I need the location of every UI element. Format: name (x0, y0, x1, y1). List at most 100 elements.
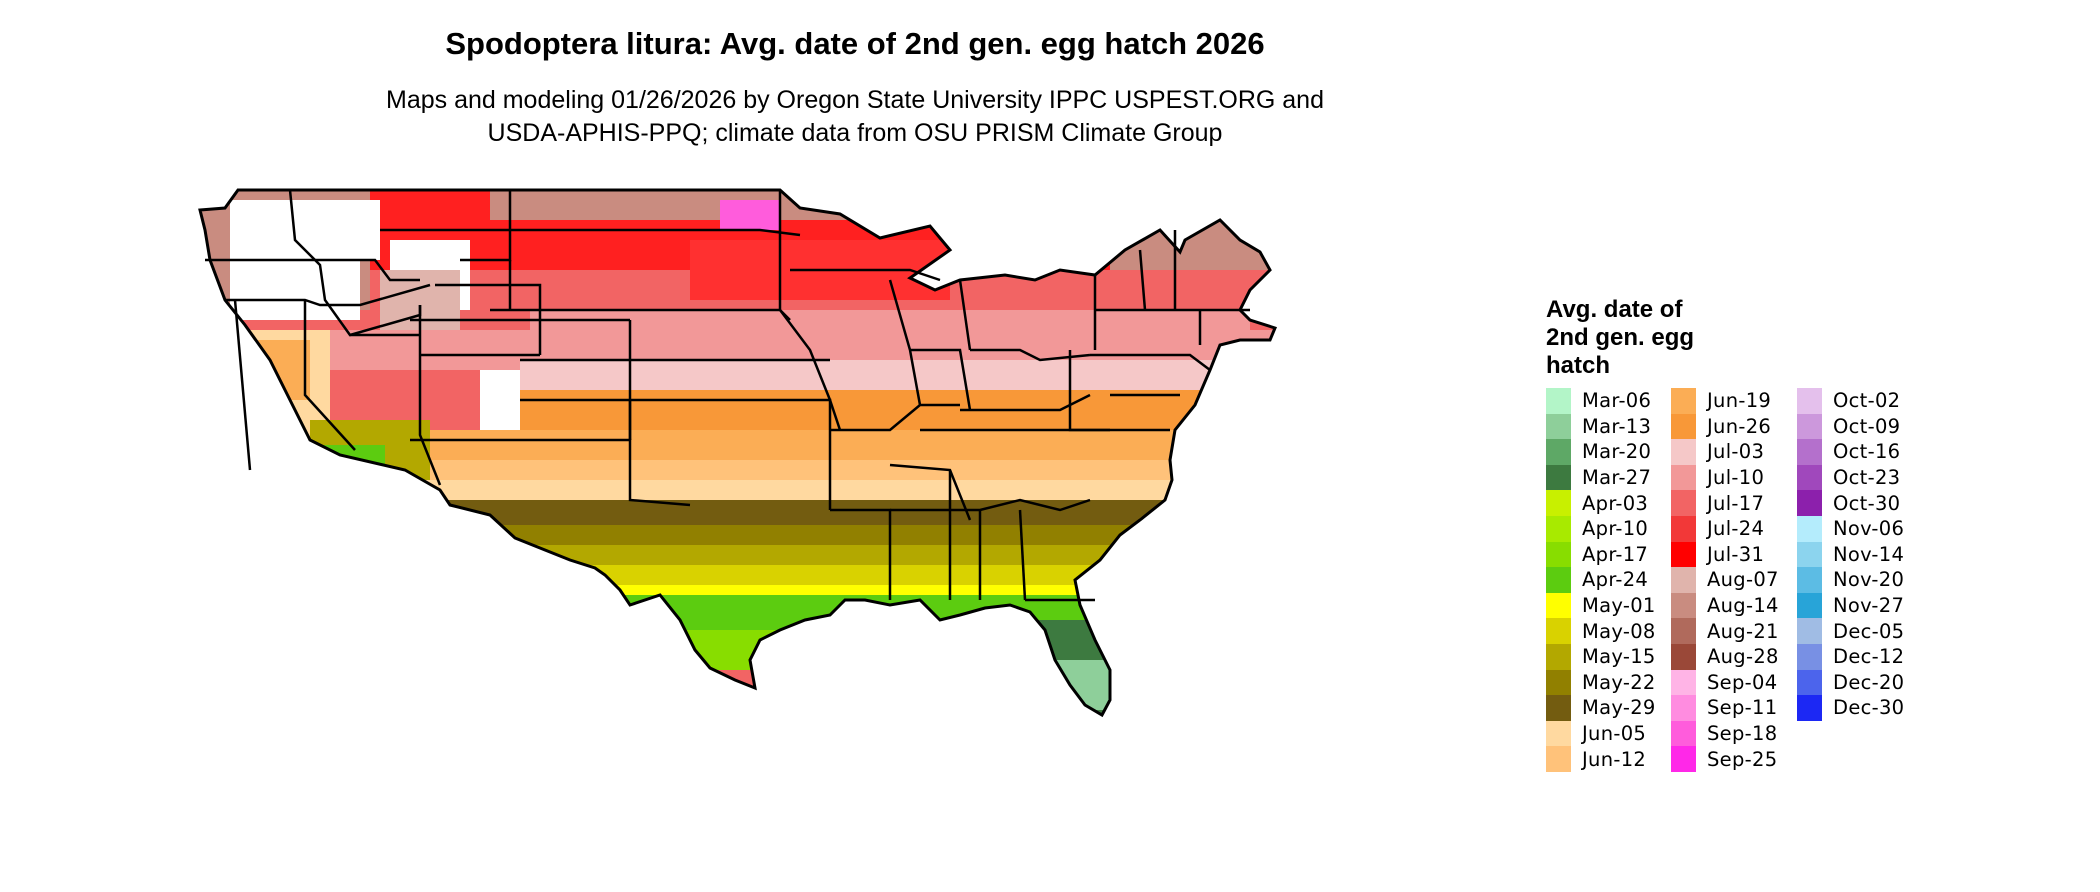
legend-item: Mar-20 (1546, 439, 1651, 465)
legend-label: May-29 (1582, 696, 1656, 720)
legend-item: Apr-03 (1546, 490, 1648, 516)
legend-swatch (1546, 567, 1571, 593)
subtitle-line-2: USDA-APHIS-PPQ; climate data from OSU PR… (487, 119, 1223, 147)
legend-swatch (1671, 464, 1696, 491)
legend-swatch (1671, 644, 1696, 670)
legend-swatch (1797, 592, 1822, 619)
legend-item: Mar-27 (1546, 464, 1652, 491)
legend-label: Mar-06 (1582, 389, 1652, 413)
legend-label: May-08 (1582, 619, 1656, 643)
legend-label: Nov-14 (1833, 542, 1905, 566)
legend-label: May-15 (1582, 645, 1656, 669)
legend-swatch (1546, 413, 1571, 440)
legend-swatch (1546, 464, 1571, 491)
legend-item: Mar-13 (1546, 413, 1651, 440)
legend-label: Oct-30 (1833, 491, 1901, 515)
legend-swatch (1671, 439, 1696, 465)
legend-item: Nov-20 (1797, 567, 1904, 593)
legend-item: Sep-18 (1671, 720, 1778, 747)
legend-swatch (1797, 464, 1822, 491)
legend-item: Aug-21 (1671, 618, 1779, 644)
legend-swatch (1797, 413, 1822, 440)
legend-swatch (1546, 618, 1571, 644)
legend-swatch (1797, 644, 1822, 670)
legend-item: Aug-14 (1671, 592, 1779, 619)
legend-item: Apr-24 (1546, 567, 1648, 593)
legend-label: Jul-24 (1707, 517, 1765, 541)
legend-item: Oct-16 (1797, 439, 1900, 465)
legend-item: Jul-03 (1671, 439, 1764, 465)
legend-item: Oct-02 (1797, 388, 1900, 414)
legend-label: Sep-25 (1707, 747, 1778, 771)
legend-swatch (1546, 746, 1571, 772)
legend-item: Mar-06 (1546, 388, 1651, 414)
legend-swatch (1797, 567, 1822, 593)
legend-swatch (1546, 490, 1571, 516)
legend-item: May-08 (1546, 618, 1656, 644)
legend-swatch (1546, 592, 1571, 619)
map-title: Spodoptera litura: Avg. date of 2nd gen.… (445, 26, 1265, 61)
legend-label: Jun-05 (1582, 722, 1647, 746)
legend-swatch (1797, 490, 1822, 516)
legend-label: Jun-12 (1582, 747, 1647, 771)
legend-item: Nov-14 (1797, 541, 1905, 568)
legend-label: Jun-19 (1707, 389, 1772, 413)
legend-item: Dec-30 (1797, 695, 1904, 721)
legend-swatch (1671, 592, 1696, 619)
legend-swatch (1671, 720, 1696, 747)
legend-title-line-2: 2nd gen. egg (1546, 324, 1695, 351)
legend-label: Jul-17 (1707, 491, 1765, 515)
legend-swatch (1671, 746, 1696, 772)
legend-label: Mar-27 (1582, 466, 1652, 490)
legend-title-line-3: hatch (1546, 352, 1611, 379)
legend-label: Oct-02 (1833, 389, 1901, 413)
legend-item: Nov-27 (1797, 592, 1904, 619)
legend-label: Dec-30 (1833, 696, 1905, 720)
legend-item: Jun-05 (1546, 720, 1647, 747)
legend-swatch (1797, 541, 1822, 568)
legend-swatch (1671, 567, 1696, 593)
legend-label: Apr-03 (1582, 491, 1649, 515)
legend-label: Apr-24 (1582, 568, 1649, 592)
legend-item: Dec-20 (1797, 669, 1905, 696)
legend-swatch (1797, 388, 1822, 414)
legend-item: Dec-05 (1797, 618, 1904, 644)
legend-label: Aug-28 (1707, 645, 1779, 669)
legend-swatch (1671, 490, 1696, 516)
hatch-date-bands (200, 190, 1275, 715)
legend-swatch (1671, 388, 1696, 414)
legend-swatch (1671, 413, 1696, 440)
legend-swatch (1671, 618, 1696, 644)
legend-item: Oct-30 (1797, 490, 1900, 516)
legend-swatch (1797, 618, 1822, 644)
legend-item: Jun-19 (1671, 388, 1771, 414)
legend-swatch (1671, 516, 1696, 542)
us-hatch-date-map (198, 188, 1278, 718)
legend-swatch (1546, 669, 1571, 696)
legend-label: Dec-20 (1833, 670, 1905, 694)
legend-label: Sep-04 (1707, 670, 1778, 694)
legend-label: Apr-10 (1582, 517, 1649, 541)
legend-label: Sep-18 (1707, 722, 1778, 746)
legend-swatch (1671, 695, 1696, 721)
legend-swatch (1671, 541, 1696, 568)
legend-item: Nov-06 (1797, 516, 1904, 542)
legend-item: Jun-12 (1546, 746, 1646, 772)
legend-label: Jul-31 (1707, 542, 1765, 566)
legend-item: May-29 (1546, 695, 1656, 721)
legend-item: Oct-09 (1797, 413, 1900, 440)
legend-item: May-15 (1546, 644, 1656, 670)
legend-item: May-22 (1546, 669, 1656, 696)
legend-item: Jul-31 (1671, 541, 1765, 568)
legend-item: Jul-17 (1671, 490, 1764, 516)
legend-item: May-01 (1546, 592, 1656, 619)
legend-swatch (1546, 695, 1571, 721)
legend-item: Apr-17 (1546, 541, 1648, 568)
legend-label: May-22 (1582, 670, 1656, 694)
legend-label: Jul-03 (1707, 440, 1765, 464)
legend-item: Apr-10 (1546, 516, 1648, 542)
legend-label: Aug-07 (1707, 568, 1779, 592)
state-borders (205, 189, 1250, 602)
legend-swatch (1797, 516, 1822, 542)
legend-swatch (1671, 669, 1696, 696)
